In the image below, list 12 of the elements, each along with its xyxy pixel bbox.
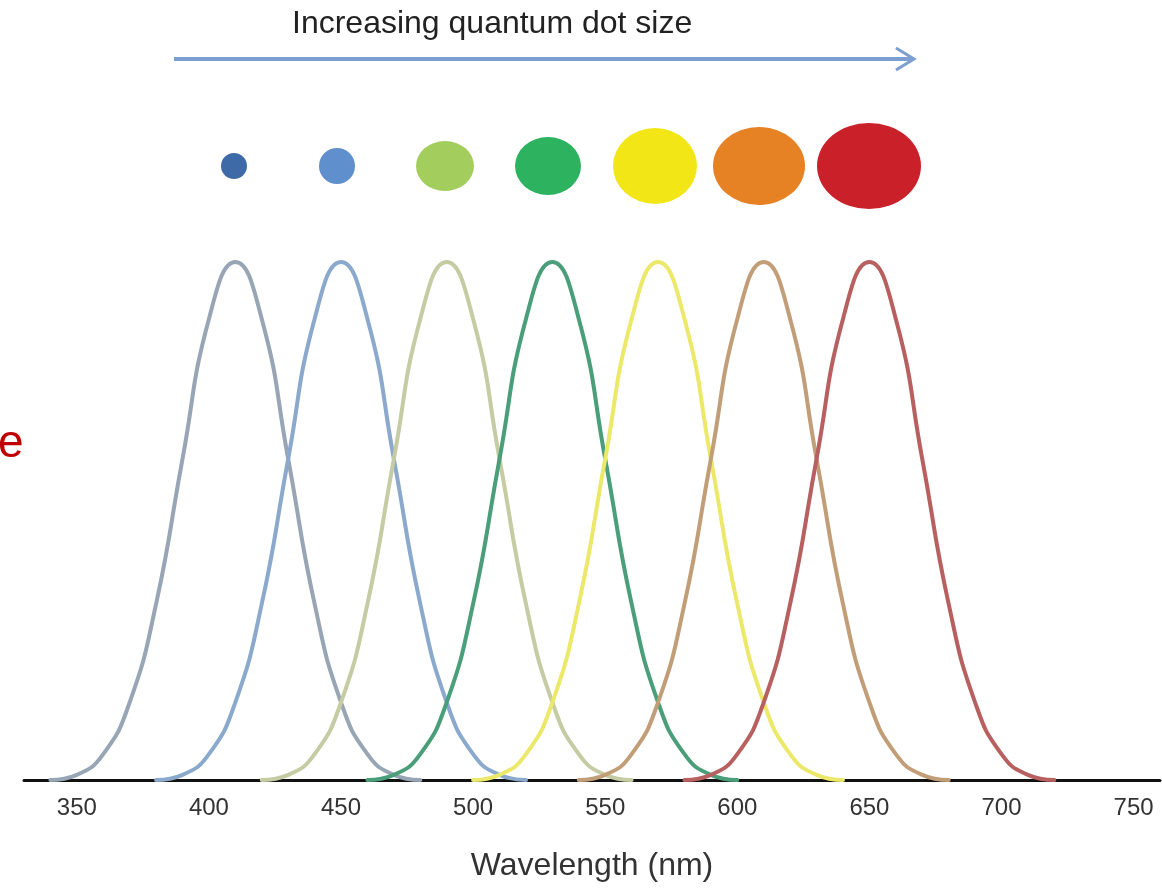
x-tick-label: 700 [981,792,1022,820]
x-tick-label: 600 [717,792,758,820]
x-tick-label: 450 [321,792,362,820]
x-tick-label: 350 [56,792,97,820]
x-tick-label: 550 [585,792,626,820]
text: Increasing quantum dot size [292,4,693,40]
x-tick-label: 400 [188,792,229,820]
x-tick-label: 750 [1113,792,1154,820]
x-axis-title: Wavelength (nm) [470,846,714,882]
x-tick-label: 650 [849,792,890,820]
text: e [0,415,24,467]
x-tick-label: 500 [453,792,494,820]
